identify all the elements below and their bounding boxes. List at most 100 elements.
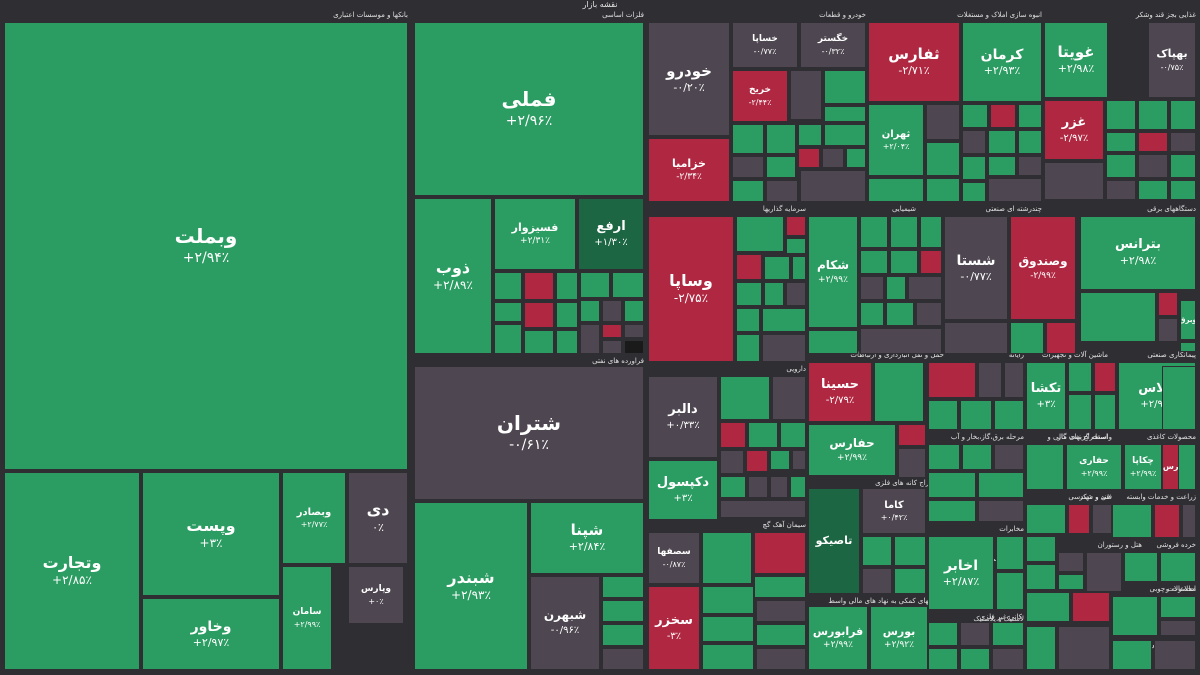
treemap-tile-small[interactable] [1092,504,1112,534]
treemap-tile[interactable]: فرابورس +۲/۹۹٪ [808,606,868,670]
treemap-tile-small[interactable] [702,586,754,614]
treemap-tile-small[interactable] [1162,366,1196,430]
treemap-tile-small[interactable] [860,328,942,354]
treemap-tile-small[interactable] [1138,154,1168,178]
treemap-tile[interactable]: بهپاک -۰/۷۵٪ [1148,22,1196,98]
treemap-tile[interactable]: خودرو -۰/۲۰٪ [648,22,730,136]
treemap-tile-small[interactable] [898,448,926,478]
treemap-tile[interactable]: غویتا +۲/۹۸٪ [1044,22,1108,98]
treemap-tile-small[interactable] [928,362,976,398]
treemap-tile-small[interactable] [822,148,844,168]
treemap-tile-small[interactable] [920,216,942,248]
treemap-tile[interactable]: کرمان +۲/۹۳٪ [962,22,1042,102]
treemap-tile-small[interactable] [978,472,1024,498]
treemap-tile[interactable]: بورس +۲/۹۲٪ [870,606,928,670]
treemap-tile-small[interactable] [524,302,554,328]
treemap-tile-small[interactable] [1106,154,1136,178]
treemap-tile-small[interactable] [1112,596,1158,636]
treemap-tile-small[interactable] [862,536,892,566]
treemap-tile-small[interactable] [960,648,990,670]
treemap-tile-small[interactable] [556,330,578,354]
treemap-tile-small[interactable] [746,450,768,472]
treemap-tile[interactable]: بترانس +۲/۹۸٪ [1080,216,1196,290]
treemap-tile-small[interactable] [602,624,644,646]
treemap-tile-small[interactable] [786,238,806,254]
treemap-tile-small[interactable] [860,276,884,300]
treemap-tile-small[interactable] [736,254,762,280]
treemap-tile-small[interactable] [1080,292,1156,342]
treemap-tile[interactable]: وپارس +۰٪ [348,566,404,624]
treemap-tile-small[interactable] [1058,626,1110,670]
treemap-tile-small[interactable] [580,324,600,354]
treemap-tile-small[interactable] [898,424,926,446]
treemap-tile-small[interactable] [1094,394,1116,430]
treemap-tile-small[interactable] [602,340,622,354]
treemap-tile[interactable]: خریخ -۲/۴۴٪ [732,70,788,122]
treemap-tile-small[interactable] [808,330,858,354]
treemap-tile-small[interactable] [1178,444,1196,490]
treemap-tile-small[interactable] [494,272,522,300]
treemap-tile-small[interactable] [916,302,942,326]
treemap-tile-small[interactable] [1160,620,1196,636]
treemap-tile-small[interactable] [1170,100,1196,130]
treemap-tile-small[interactable] [962,444,992,470]
treemap-tile-small[interactable] [920,250,942,274]
treemap-tile[interactable]: ثفارس -۲/۷۱٪ [868,22,960,102]
treemap-tile-small[interactable] [928,648,958,670]
treemap-tile-small[interactable] [736,308,760,332]
treemap-tile-small[interactable] [772,376,806,420]
treemap-tile-small[interactable] [1004,362,1024,398]
treemap-tile-small[interactable] [790,70,822,120]
treemap-tile-small[interactable] [874,362,924,422]
treemap-tile-small[interactable] [780,422,806,448]
treemap-tile-small[interactable] [612,272,644,298]
treemap-tile-small[interactable] [602,324,622,338]
treemap-tile[interactable]: شستا -۰/۷۷٪ [944,216,1008,320]
treemap-tile-small[interactable] [1026,592,1070,622]
treemap-tile-small[interactable] [1158,318,1178,342]
treemap-tile-small[interactable] [988,178,1042,202]
treemap-tile-small[interactable] [580,272,610,298]
treemap-tile-small[interactable] [792,256,806,280]
treemap-tile-small[interactable] [1058,552,1084,572]
treemap-tile-small[interactable] [1026,626,1056,670]
treemap-tile[interactable]: وتجارت +۲/۸۵٪ [4,472,140,670]
treemap-tile[interactable]: شبندر +۲/۹۳٪ [414,502,528,670]
treemap-tile[interactable]: شپنا +۲/۸۴٪ [530,502,644,574]
treemap-tile-small[interactable] [754,532,806,574]
treemap-tile-small[interactable] [748,422,778,448]
treemap-tile-small[interactable] [756,648,806,670]
treemap-tile-small[interactable] [908,276,942,300]
treemap-tile-small[interactable] [800,170,866,202]
treemap-tile[interactable]: خگستر -۰/۳۲٪ [800,22,866,68]
treemap-tile-small[interactable] [1112,640,1152,670]
treemap-tile-small[interactable] [1018,104,1042,128]
treemap-tile-small[interactable] [762,334,806,362]
treemap-tile[interactable]: شتران -۰/۶۱٪ [414,366,644,500]
treemap-tile-small[interactable] [766,124,796,154]
treemap-tile-small[interactable] [756,600,806,622]
treemap-tile-small[interactable] [1068,504,1090,534]
treemap-tile-small[interactable] [494,302,522,322]
treemap-tile-small[interactable] [556,302,578,328]
treemap-tile-small[interactable] [926,142,960,176]
treemap-tile-small[interactable] [928,622,958,646]
treemap-tile[interactable]: ثهران +۲/۰۴٪ [868,104,924,176]
treemap-tile-small[interactable] [1124,552,1158,582]
treemap-tile[interactable]: تکشا +۳٪ [1026,362,1066,430]
treemap-tile-small[interactable] [928,500,976,522]
treemap-tile-small[interactable] [1068,362,1092,392]
treemap-tile[interactable]: ارفع +۱/۳۰٪ [578,198,644,270]
treemap-tile-small[interactable] [996,572,1024,610]
treemap-tile-small[interactable] [928,400,958,430]
treemap-tile-small[interactable] [720,422,746,448]
treemap-tile-small[interactable] [860,216,888,248]
treemap-tile-small[interactable] [1160,596,1196,618]
treemap-tile-small[interactable] [624,340,644,354]
treemap-tile-small[interactable] [1026,444,1064,490]
treemap-tile-small[interactable] [928,472,976,498]
treemap-tile-small[interactable] [624,300,644,322]
treemap-tile-small[interactable] [732,124,764,154]
treemap-tile-small[interactable] [1018,130,1042,154]
treemap-tile-small[interactable] [1010,322,1044,354]
